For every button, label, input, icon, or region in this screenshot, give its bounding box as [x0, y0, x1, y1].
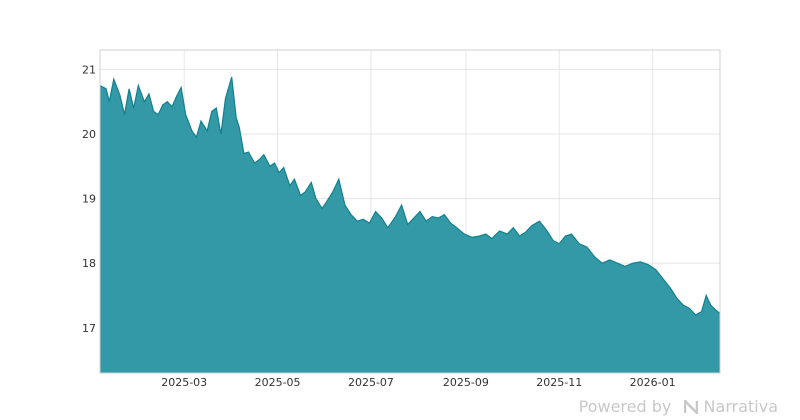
- x-tick-label: 2025-05: [255, 376, 301, 389]
- watermark: Powered by Narrativa: [579, 397, 778, 416]
- plot-frame: [99, 49, 721, 374]
- y-tick-label: 20: [82, 128, 96, 141]
- x-axis: 2025-03 2025-05 2025-07 2025-09 2025-11 2026-…: [161, 376, 675, 389]
- watermark-brand: Narrativa: [703, 397, 778, 416]
- y-tick-label: 19: [82, 193, 96, 206]
- watermark-text: Powered by: [578, 397, 672, 416]
- x-tick-label: 2026-01: [630, 376, 676, 389]
- x-tick-label: 2025-09: [443, 376, 489, 389]
- x-tick-label: 2025-11: [536, 376, 582, 389]
- y-tick-label: 21: [82, 63, 96, 76]
- y-axis: 17 18 19 20 21: [82, 63, 96, 334]
- area-fill: [100, 77, 720, 373]
- y-tick-label: 18: [82, 257, 96, 270]
- x-tick-label: 2025-07: [348, 376, 394, 389]
- narrativa-logo-icon: [684, 400, 699, 414]
- plot-area: [99, 76, 721, 373]
- y-tick-label: 17: [82, 322, 96, 335]
- series-line: [99, 76, 721, 316]
- x-tick-label: 2025-03: [161, 376, 207, 389]
